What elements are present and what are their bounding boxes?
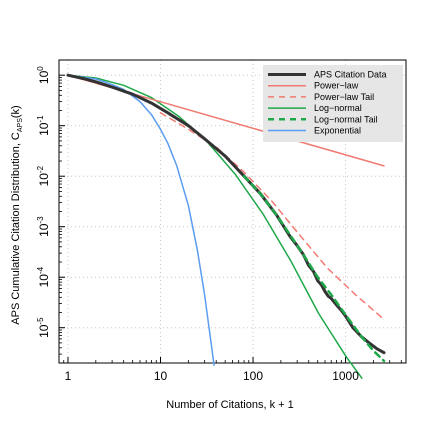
minor-ticks [58, 59, 402, 364]
legend-label: Exponential [314, 126, 361, 136]
x-tick-label: 1000 [332, 369, 359, 383]
legend-label: Power−law [314, 81, 359, 91]
series-line-2 [159, 112, 385, 320]
y-tick-label: 10-4 [36, 266, 51, 287]
series-line-5 [67, 74, 215, 367]
y-axis-label-group: APS Cumulative Citation Distribution, CA… [10, 105, 24, 324]
legend-box [263, 65, 403, 142]
grid [59, 60, 406, 363]
y-tick-label: 10-5 [36, 317, 51, 338]
y-tick-label: 10-2 [36, 165, 51, 186]
y-tick-label: 10-3 [36, 216, 51, 237]
x-tick-label: 10 [154, 369, 168, 383]
y-axis: 100 10-1 10-2 10-3 10-4 10-5 [36, 66, 65, 338]
series-line-3 [67, 74, 363, 379]
legend-label: Log−normal Tail [314, 114, 378, 124]
y-axis-label-suffix: (k) [10, 105, 22, 118]
y-axis-label-subscript: APS [17, 118, 24, 132]
legend-label: Log−normal [314, 103, 362, 113]
y-axis-label: APS Cumulative Citation Distribution, CA… [10, 105, 24, 324]
svg-text:10-4: 10-4 [36, 266, 51, 287]
svg-text:10-5: 10-5 [36, 317, 51, 338]
svg-text:100: 100 [36, 66, 51, 84]
legend-label: APS Citation Data [314, 70, 387, 80]
y-axis-label-main: APS Cumulative Citation Distribution, C [10, 132, 22, 325]
svg-text:10-1: 10-1 [36, 115, 51, 136]
x-axis-label: Number of Citations, k + 1 [166, 399, 293, 411]
series-line-4 [242, 174, 386, 363]
y-tick-label: 100 [36, 66, 51, 84]
legend-label: Power−law Tail [314, 92, 374, 102]
x-tick-label: 1 [65, 369, 72, 383]
x-axis: 1 10 100 1000 [65, 357, 359, 383]
x-tick-label: 100 [243, 369, 263, 383]
y-tick-label: 10-1 [36, 115, 51, 136]
series-layer [66, 73, 386, 379]
svg-text:10-3: 10-3 [36, 216, 51, 237]
svg-text:10-2: 10-2 [36, 165, 51, 186]
